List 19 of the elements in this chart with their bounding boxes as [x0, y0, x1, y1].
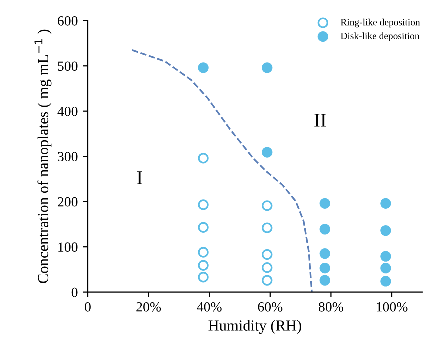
y-axis-title: Concentration of nanoplates ( mg mL$^{−1}$ ) — [34, 30, 52, 284]
annotation: I — [137, 172, 142, 184]
x-tick-label: 80% — [319, 302, 344, 312]
x-tick-label: 0 — [85, 302, 91, 312]
y-tick-label: 200 — [58, 197, 78, 207]
y-tick-label: 0 — [72, 288, 78, 298]
legend-label: Ring-like deposition — [340, 18, 420, 28]
y-tick-label: 400 — [58, 106, 78, 116]
annotation: II — [314, 114, 326, 127]
x-tick-label: 20% — [136, 302, 162, 312]
y-tick-label: 100 — [58, 242, 78, 252]
x-tick-label: 40% — [197, 302, 222, 312]
y-tick-label: 500 — [58, 62, 78, 72]
x-tick-label: 100% — [377, 302, 408, 312]
x-tick-label: 60% — [258, 302, 283, 312]
y-tick-label: 300 — [58, 152, 78, 162]
legend-label: Disk-like deposition — [340, 32, 420, 42]
x-axis-title: Humidity (RH) — [208, 320, 302, 334]
y-tick-label: 600 — [58, 16, 78, 26]
